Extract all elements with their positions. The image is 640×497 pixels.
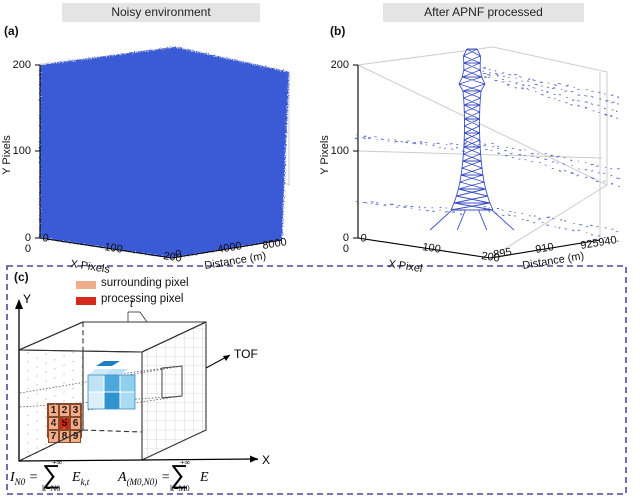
svg-text:0: 0: [25, 243, 31, 255]
svg-text:X Pixels: X Pixels: [70, 258, 112, 276]
svg-text:Distance (m): Distance (m): [204, 250, 267, 272]
svg-text:8000: 8000: [262, 236, 288, 252]
svg-text:910: 910: [535, 241, 555, 256]
svg-text:200: 200: [331, 59, 349, 71]
svg-text:X Pixel: X Pixel: [388, 258, 424, 275]
svg-text:100: 100: [104, 241, 124, 256]
svg-text:Y: Y: [23, 292, 31, 306]
svg-text:Y Pixels: Y Pixels: [319, 135, 331, 175]
svg-text:Distance (m): Distance (m): [522, 250, 585, 272]
svg-text:0: 0: [360, 232, 368, 245]
svg-text:TOF: TOF: [234, 347, 258, 361]
svg-text:0: 0: [343, 243, 349, 255]
svg-text:Y Pixels: Y Pixels: [1, 135, 13, 175]
svg-text:100: 100: [331, 145, 349, 157]
svg-text:100: 100: [13, 145, 31, 157]
svg-text:t: t: [130, 298, 134, 310]
svg-text:100: 100: [422, 241, 442, 256]
svg-text:940: 940: [598, 234, 618, 249]
svg-text:0: 0: [42, 232, 50, 245]
svg-text:X: X: [262, 453, 270, 467]
svg-text:895: 895: [493, 246, 513, 261]
svg-text:200: 200: [13, 59, 31, 71]
